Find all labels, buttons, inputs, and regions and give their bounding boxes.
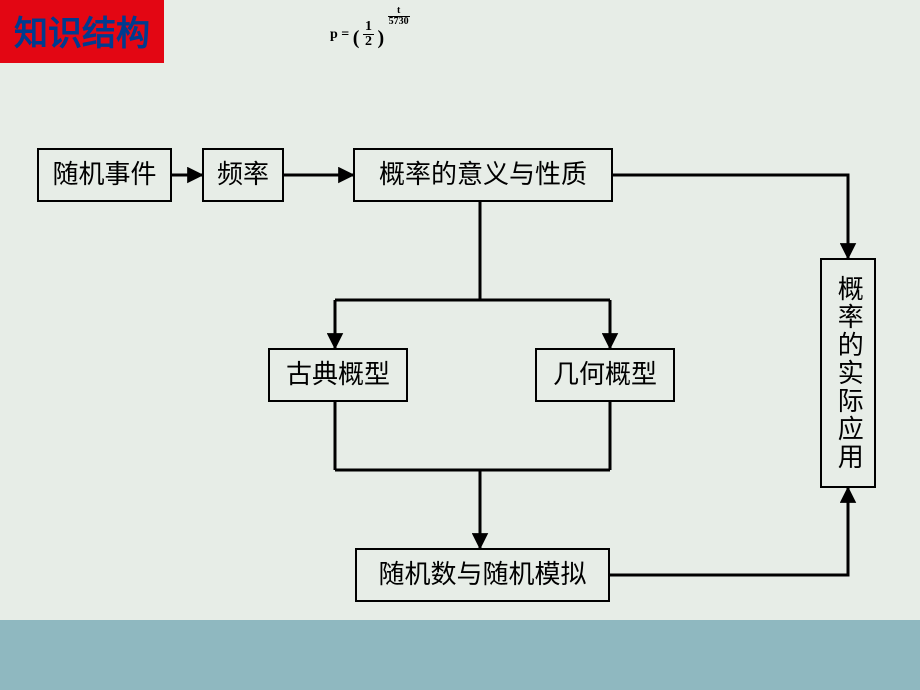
node-simulation: 随机数与随机模拟 [355, 548, 610, 602]
formula-lparen: ( [353, 27, 360, 49]
title-text: 知识结构 [14, 16, 150, 53]
node-meaning-label: 概率的意义与性质 [379, 161, 587, 190]
background-bottom [0, 620, 920, 690]
node-geometric: 几何概型 [535, 348, 675, 402]
formula-exponent: t 5730 [388, 6, 410, 27]
node-simulation-label: 随机数与随机模拟 [378, 561, 586, 590]
title-badge: 知识结构 [0, 0, 164, 63]
node-frequency: 频率 [202, 148, 284, 202]
node-classical-label: 古典概型 [286, 361, 390, 390]
node-random-event: 随机事件 [37, 148, 172, 202]
formula-fraction: 1 2 [363, 20, 374, 49]
formula-rparen: ) [377, 27, 384, 49]
node-random-event-label: 随机事件 [52, 161, 156, 190]
formula: p = ( 1 2 ) t 5730 [330, 6, 410, 50]
node-meaning: 概率的意义与性质 [353, 148, 613, 202]
node-frequency-label: 频率 [217, 161, 269, 190]
node-classical: 古典概型 [268, 348, 408, 402]
node-application: 概率的实际应用 [820, 258, 876, 488]
node-geometric-label: 几何概型 [553, 361, 657, 390]
formula-lhs: p [330, 27, 338, 42]
formula-num: 1 [363, 20, 374, 35]
node-application-label: 概率的实际应用 [834, 275, 863, 471]
background-top [0, 0, 920, 620]
formula-den: 2 [363, 35, 374, 49]
formula-eq: = [341, 27, 352, 42]
formula-exp-den: 5730 [388, 17, 410, 27]
